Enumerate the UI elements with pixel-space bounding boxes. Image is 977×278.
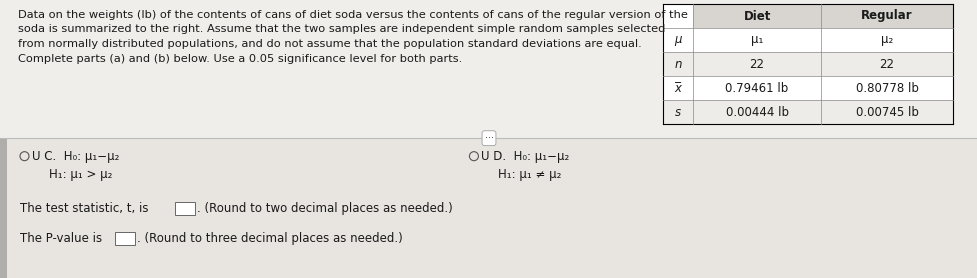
Text: U D.  H₀: μ₁−μ₂: U D. H₀: μ₁−μ₂: [481, 150, 570, 163]
Text: n: n: [674, 58, 681, 71]
Text: 0.80778 lb: 0.80778 lb: [855, 81, 917, 95]
Text: soda is summarized to the right. Assume that the two samples are independent sim: soda is summarized to the right. Assume …: [18, 24, 664, 34]
Text: H₁: μ₁ ≠ μ₂: H₁: μ₁ ≠ μ₂: [498, 168, 561, 181]
Text: Complete parts (a) and (b) below. Use a 0.05 significance level for both parts.: Complete parts (a) and (b) below. Use a …: [18, 53, 462, 63]
Bar: [662, 52, 953, 76]
Text: H₁: μ₁ > μ₂: H₁: μ₁ > μ₂: [49, 168, 112, 181]
Text: μ₁: μ₁: [750, 34, 762, 46]
Text: . (Round to two decimal places as needed.): . (Round to two decimal places as needed…: [196, 202, 452, 215]
Text: Regular: Regular: [861, 9, 912, 23]
Text: s: s: [674, 105, 680, 118]
Bar: [175, 202, 194, 215]
Bar: [693, 4, 953, 28]
Text: 0.00444 lb: 0.00444 lb: [725, 105, 787, 118]
Text: μ: μ: [674, 34, 681, 46]
Text: Data on the weights (lb) of the contents of cans of diet soda versus the content: Data on the weights (lb) of the contents…: [18, 10, 687, 20]
Text: μ₂: μ₂: [880, 34, 892, 46]
Text: The test statistic, t, is: The test statistic, t, is: [20, 202, 149, 215]
Bar: [662, 4, 953, 124]
Bar: [0, 138, 7, 278]
Bar: [0, 0, 977, 138]
Text: 22: 22: [878, 58, 894, 71]
Text: x̅: x̅: [674, 81, 681, 95]
Bar: [115, 232, 135, 245]
Bar: [0, 138, 977, 278]
Text: 0.79461 lb: 0.79461 lb: [725, 81, 787, 95]
Bar: [662, 76, 953, 100]
Bar: [662, 100, 953, 124]
Text: 22: 22: [748, 58, 764, 71]
Text: Diet: Diet: [743, 9, 770, 23]
Text: 0.00745 lb: 0.00745 lb: [855, 105, 917, 118]
Text: . (Round to three decimal places as needed.): . (Round to three decimal places as need…: [137, 232, 403, 245]
Text: U C.  H₀: μ₁−μ₂: U C. H₀: μ₁−μ₂: [32, 150, 119, 163]
Text: from normally distributed populations, and do not assume that the population sta: from normally distributed populations, a…: [18, 39, 641, 49]
Bar: [662, 28, 953, 52]
Text: The P-value is: The P-value is: [20, 232, 102, 245]
Text: ···: ···: [484, 133, 493, 143]
